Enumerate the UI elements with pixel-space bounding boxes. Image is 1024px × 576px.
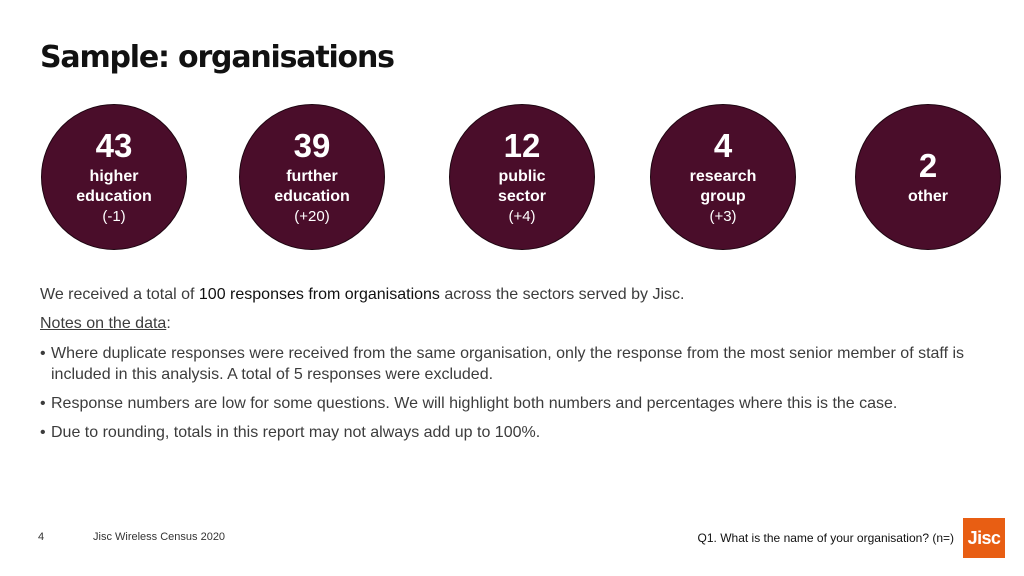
page-number: 4 [38,531,45,543]
page-title: Sample: organisations [40,40,395,75]
stat-label-line1: other [908,187,948,205]
notes-item: Due to rounding, totals in this report m… [40,422,980,443]
notes-heading: Notes on the data: [40,315,171,333]
stat-number: 4 [713,126,733,164]
notes-item: Where duplicate responses were received … [40,343,980,385]
stat-change: (+3) [709,207,737,225]
stat-change: (+20) [294,207,330,225]
notes-heading-suffix: : [166,315,171,332]
notes-heading-text: Notes on the data [40,315,167,332]
notes-list: Where duplicate responses were received … [40,343,980,451]
intro-text-after: across the sectors served by Jisc. [439,286,685,303]
stat-further-education: 39 further education (+20) [239,104,385,250]
footer-question: Q1. What is the name of your organisatio… [697,531,954,545]
jisc-logo: Jisc [963,518,1005,558]
stat-number: 12 [503,126,541,164]
stat-label-line2: education [76,187,152,205]
stat-change: (-1) [102,207,126,225]
stat-label-line1: public [498,167,546,185]
stat-number: 43 [95,126,133,164]
stat-label-line1: higher [89,167,139,185]
intro-text: We received a total of 100 responses fro… [40,286,980,304]
stat-number: 39 [293,126,331,164]
stat-higher-education: 43 higher education (-1) [41,104,187,250]
stat-number: 2 [918,146,938,184]
stat-label-line2: group [700,187,746,205]
stat-change: (+4) [508,207,536,225]
notes-item: Response numbers are low for some questi… [40,393,980,414]
stat-research-group: 4 research group (+3) [650,104,796,250]
intro-highlight: 100 responses from organisations [198,286,440,303]
intro-text-before: We received a total of [40,286,199,303]
stat-other: 2 other [855,104,1001,250]
stat-label-line2: sector [497,187,547,205]
footer-report-title: Jisc Wireless Census 2020 [93,531,226,543]
stat-label-line1: further [286,167,338,185]
stat-label-line1: research [689,167,757,185]
stat-public-sector: 12 public sector (+4) [449,104,595,250]
stat-label-line2: education [274,187,350,205]
